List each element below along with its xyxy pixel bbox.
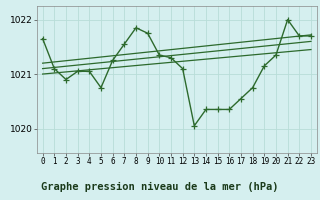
Text: Graphe pression niveau de la mer (hPa): Graphe pression niveau de la mer (hPa)	[41, 182, 279, 192]
